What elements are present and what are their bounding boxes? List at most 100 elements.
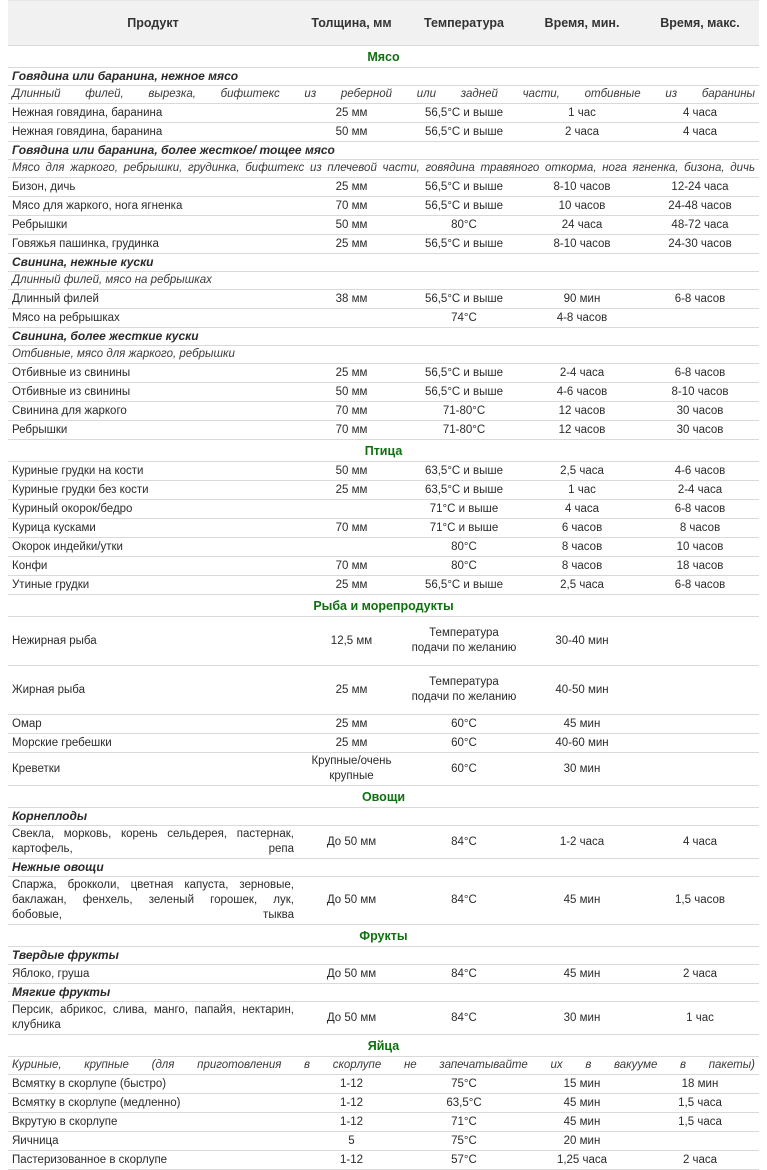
cell-time-min: 1 час: [523, 103, 641, 123]
cell-time-min: 24 часа: [523, 215, 641, 235]
cell-time-max: 48-72 часа: [641, 215, 759, 235]
cell-temperature: 71°C: [405, 1112, 523, 1132]
table-row: Куриные грудки без кости 25 мм 63,5°C и вы…: [8, 480, 759, 500]
cell-time-max: 6-8 часов: [641, 289, 759, 309]
cell-thickness: 5: [298, 1131, 405, 1151]
cell-temperature: 63,5°C и выше: [405, 480, 523, 500]
cell-product: Отбивные из свинины: [8, 363, 298, 383]
cell-temperature: 84°C: [405, 1001, 523, 1035]
cell-thickness: 1-12: [298, 1112, 405, 1132]
cell-thickness: До 50 мм: [298, 964, 405, 984]
section-header-label: Птица: [8, 439, 759, 462]
column-header-time-max: Время, макс.: [641, 0, 759, 46]
subsection-header-row: Корнеплоды: [8, 807, 759, 826]
section-header-label: Фрукты: [8, 924, 759, 947]
cell-thickness: 70 мм: [298, 401, 405, 421]
section-header-row: Овощи: [8, 785, 759, 808]
cell-time-max: 2-4 часа: [641, 480, 759, 500]
table-row: Персик, абрикос, слива, манго, папайя, н…: [8, 1001, 759, 1035]
cell-product: Окорок индейки/утки: [8, 537, 298, 557]
cell-time-min: 2,5 часа: [523, 461, 641, 481]
subsection-description-row: Длинный филей, мясо на ребрышках: [8, 271, 759, 290]
cell-time-max: 1 час: [641, 1001, 759, 1035]
cell-thickness: 70 мм: [298, 556, 405, 576]
cell-time-min: 1-2 часа: [523, 825, 641, 859]
cell-thickness: 25 мм: [298, 575, 405, 595]
table-row: Ребрышки 70 мм 71-80°C 12 часов 30 часов: [8, 420, 759, 440]
cell-product: Отбивные из свинины: [8, 382, 298, 402]
section-header-row: Фрукты: [8, 924, 759, 947]
cell-product: Мясо для жаркого, нога ягненка: [8, 196, 298, 216]
subsection-description-row: Длинный филей, вырезка, бифштекс из ребе…: [8, 85, 759, 104]
table-row: Говяжья пашинка, грудинка 25 мм 56,5°C и в…: [8, 234, 759, 254]
cell-temperature: 71°C и выше: [405, 518, 523, 538]
cell-temperature: 56,5°C и выше: [405, 234, 523, 254]
cell-temperature: 84°C: [405, 825, 523, 859]
cell-time-max: 6-8 часов: [641, 575, 759, 595]
subsection-header-label: Мягкие фрукты: [8, 983, 759, 1002]
cell-time-min: 12 часов: [523, 401, 641, 421]
cell-temperature: 84°C: [405, 876, 523, 925]
subsection-header-label: Говядина или баранина, более жесткое/ то…: [8, 141, 759, 160]
cell-temperature: 60°C: [405, 733, 523, 753]
cell-time-min: 12 часов: [523, 420, 641, 440]
subsection-header-row: Свинина, более жесткие куски: [8, 327, 759, 346]
table-row: Морские гребешки 25 мм 60°C 40-60 мин: [8, 733, 759, 753]
column-header-product: Продукт: [8, 0, 298, 46]
sous-vide-cooking-table: Продукт Толщина, мм Температура Время, м…: [8, 0, 759, 1170]
subsection-description-text: Длинный филей, вырезка, бифштекс из ребе…: [8, 85, 759, 104]
section-header-label: Рыба и морепродукты: [8, 594, 759, 617]
subsection-header-row: Нежные овощи: [8, 858, 759, 877]
table-row: Всмятку в скорлупе (быстро) 1-12 75°C 15 ми…: [8, 1074, 759, 1094]
subsection-header-row: Твердые фрукты: [8, 946, 759, 965]
table-row: Куриные грудки на кости 50 мм 63,5°C и выш…: [8, 461, 759, 481]
section-header-row: Птица: [8, 439, 759, 462]
table-row: Спаржа, брокколи, цветная капуста, зерно…: [8, 876, 759, 925]
subsection-header-row: Говядина или баранина, более жесткое/ то…: [8, 141, 759, 160]
cell-product: Конфи: [8, 556, 298, 576]
cell-temperature: 56,5°C и выше: [405, 122, 523, 142]
cell-time-min: 2,5 часа: [523, 575, 641, 595]
cell-product: Утиные грудки: [8, 575, 298, 595]
cell-time-max: 18 мин: [641, 1074, 759, 1094]
cell-temperature: 80°C: [405, 537, 523, 557]
cell-temperature: 75°C: [405, 1074, 523, 1094]
cell-temperature: 56,5°C и выше: [405, 196, 523, 216]
cell-temperature: 56,5°C и выше: [405, 289, 523, 309]
cell-time-max: 24-48 часов: [641, 196, 759, 216]
cell-thickness: До 50 мм: [298, 1001, 405, 1035]
cell-time-min: 4-8 часов: [523, 308, 641, 328]
cell-time-max: 18 часов: [641, 556, 759, 576]
table-row: Мясо для жаркого, нога ягненка 70 мм 56,5°…: [8, 196, 759, 216]
column-header-thickness: Толщина, мм: [298, 0, 405, 46]
cell-product: Яичница: [8, 1131, 298, 1151]
cell-temperature: 71-80°C: [405, 401, 523, 421]
cell-time-max: 4 часа: [641, 825, 759, 859]
cell-thickness: 38 мм: [298, 289, 405, 309]
cell-time-max: 2 часа: [641, 1150, 759, 1170]
cell-product: Нежирная рыба: [8, 616, 298, 666]
section-header-label: Мясо: [8, 45, 759, 68]
table-row: Нежная говядина, баранина 25 мм 56,5°C и в…: [8, 103, 759, 123]
header-row: Продукт Толщина, мм Температура Время, м…: [8, 0, 759, 46]
cell-product: Бизон, дичь: [8, 177, 298, 197]
cell-product: Спаржа, брокколи, цветная капуста, зерно…: [8, 876, 298, 925]
table-row: Креветки Крупные/очень крупные 60°C 30 мин: [8, 752, 759, 786]
table-row: Утиные грудки 25 мм 56,5°C и выше 2,5 часа 6…: [8, 575, 759, 595]
table-row: Свекла, морковь, корень сельдерея, пасте…: [8, 825, 759, 859]
cell-product: Длинный филей: [8, 289, 298, 309]
cell-time-max: 8-10 часов: [641, 382, 759, 402]
subsection-description-text: Длинный филей, мясо на ребрышках: [8, 271, 759, 290]
cell-thickness: До 50 мм: [298, 825, 405, 859]
cell-thickness: 1-12: [298, 1150, 405, 1170]
table-row: Нежирная рыба 12,5 мм Температура подачи п…: [8, 616, 759, 666]
cell-product: Говяжья пашинка, грудинка: [8, 234, 298, 254]
cell-time-min: 40-60 мин: [523, 733, 641, 753]
cell-temperature: 56,5°C и выше: [405, 103, 523, 123]
cell-time-min: 15 мин: [523, 1074, 641, 1094]
table-row: Вкрутую в скорлупе 1-12 71°C 45 мин 1,5 часа: [8, 1112, 759, 1132]
cell-thickness: 25 мм: [298, 665, 405, 715]
table-row: Свинина для жаркого 70 мм 71-80°C 12 часов 3…: [8, 401, 759, 421]
cell-thickness: 1-12: [298, 1093, 405, 1113]
table-row: Отбивные из свинины 50 мм 56,5°C и выше 4-6…: [8, 382, 759, 402]
